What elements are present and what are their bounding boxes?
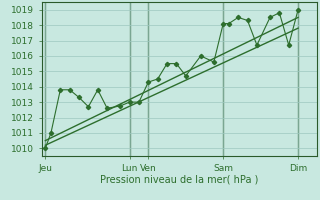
X-axis label: Pression niveau de la mer( hPa ): Pression niveau de la mer( hPa ) (100, 174, 258, 184)
